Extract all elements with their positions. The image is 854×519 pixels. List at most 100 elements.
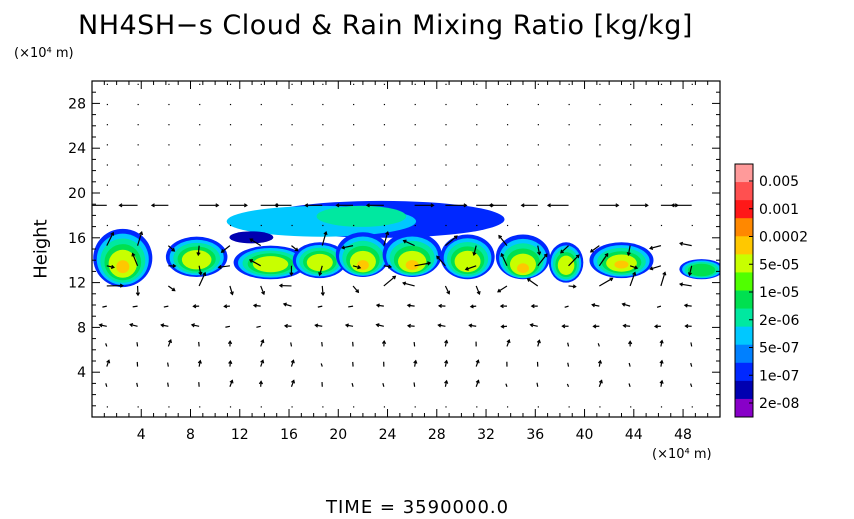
wind-vector xyxy=(321,342,323,347)
wind-vector-head xyxy=(258,380,264,385)
wind-vector xyxy=(473,245,477,256)
wind-vector-head xyxy=(649,266,654,271)
convective-cell-1 xyxy=(93,228,153,288)
convective-cell-8 xyxy=(495,234,551,280)
wind-vector-head xyxy=(500,252,505,257)
y-tick-label: 24 xyxy=(68,141,86,157)
wind-vector xyxy=(564,305,569,308)
colorbar-swatch xyxy=(735,200,753,219)
wind-vector-head xyxy=(85,204,88,207)
wind-vector xyxy=(627,245,631,256)
wind-vector-head xyxy=(294,247,299,252)
wind-vector xyxy=(690,362,693,367)
wind-vector-head xyxy=(118,203,123,208)
wind-vector-head xyxy=(444,339,449,344)
wind-vector-head xyxy=(622,323,627,328)
wind-vector-head xyxy=(659,359,664,364)
cell-contour xyxy=(614,260,629,269)
wind-vector-head xyxy=(530,304,535,309)
wind-vector-head xyxy=(413,359,418,364)
wind-vector-head xyxy=(621,302,626,307)
wind-vector xyxy=(590,245,600,253)
wind-vector xyxy=(629,272,636,287)
wind-vector xyxy=(260,360,264,367)
wind-vector-head xyxy=(260,359,265,364)
wind-vector-head xyxy=(679,241,684,246)
colorbar-label: 0.001 xyxy=(759,202,799,218)
wind-vector-head xyxy=(463,203,468,208)
wind-vector xyxy=(500,253,508,267)
wind-vector xyxy=(537,245,541,255)
colorbar-label: 1e-05 xyxy=(759,285,799,301)
cell-contour xyxy=(405,260,419,271)
wind-vector xyxy=(221,245,231,253)
wind-vector xyxy=(102,305,107,308)
wind-vector xyxy=(469,324,477,327)
wind-vector xyxy=(132,253,139,267)
wind-vector xyxy=(163,305,169,308)
wind-vector-head xyxy=(243,203,248,208)
wind-vector-head xyxy=(229,379,234,384)
colorbar-label: 2e-06 xyxy=(759,313,799,329)
colorbar-swatch xyxy=(735,254,753,273)
wind-vector xyxy=(260,339,264,347)
wind-vector-head xyxy=(402,281,407,286)
cell-contour xyxy=(181,250,212,270)
colorbar-swatch xyxy=(735,308,753,328)
wind-vector-head xyxy=(591,303,596,308)
convective-cell-2 xyxy=(165,236,228,277)
x-tick-label: 20 xyxy=(329,427,347,443)
colorbar-label: 0.0002 xyxy=(759,230,808,246)
wind-vector-head xyxy=(220,249,225,253)
wind-vector xyxy=(407,304,415,307)
wind-vector-field xyxy=(85,83,693,408)
wind-vector xyxy=(628,383,631,387)
wind-vector xyxy=(321,285,324,296)
wind-vector xyxy=(197,245,200,256)
wind-vector xyxy=(198,265,202,275)
wind-vector-head xyxy=(249,238,254,243)
colorbar-swatch xyxy=(735,164,753,183)
wind-vector-head xyxy=(615,203,620,208)
wind-vector xyxy=(684,304,692,307)
wind-vector-head xyxy=(537,251,542,256)
wind-vector xyxy=(622,303,631,307)
colorbar-label: 0.005 xyxy=(759,174,799,190)
wind-vector-head xyxy=(529,323,534,328)
wind-vector-head xyxy=(626,251,631,257)
wind-vector-head xyxy=(427,261,432,266)
wind-vector xyxy=(136,231,143,246)
wind-vector xyxy=(527,278,539,287)
wind-vector-head xyxy=(283,323,288,329)
wind-vector-head xyxy=(476,290,481,296)
wind-vector xyxy=(597,343,600,347)
wind-vector xyxy=(566,383,570,387)
wind-vector xyxy=(318,265,323,276)
x-tick-label: 4 xyxy=(137,427,146,443)
wind-vector-head xyxy=(335,203,340,208)
wind-vector xyxy=(383,275,396,287)
colorbar: 0.005 0.001 0.0002 5e-05 1e-05 2e-06 5e-07 1e-0… xyxy=(734,163,808,418)
wind-vector-head xyxy=(192,304,197,309)
wind-vector-head xyxy=(649,245,654,250)
wind-vector-head xyxy=(575,254,580,259)
wind-vector-head xyxy=(229,291,234,296)
cell-contour xyxy=(687,263,716,277)
wind-vector-head xyxy=(572,284,577,289)
wind-vector-head xyxy=(659,379,664,384)
wind-vector-head xyxy=(171,247,176,252)
wind-vector xyxy=(105,343,108,347)
convective-cell-7 xyxy=(440,234,495,280)
wind-vector xyxy=(132,305,138,308)
wind-vector xyxy=(345,324,354,327)
colorbar-label: 2e-08 xyxy=(759,396,799,412)
wind-vector xyxy=(567,342,570,347)
wind-vector-head xyxy=(202,271,207,276)
colorbar-swatch xyxy=(735,380,753,400)
wind-vector xyxy=(567,362,570,367)
wind-vector xyxy=(444,285,450,294)
wind-vector-head xyxy=(497,288,501,293)
wind-vector-head xyxy=(430,203,435,208)
wind-vector-head xyxy=(160,323,165,328)
wind-vector xyxy=(656,305,662,308)
